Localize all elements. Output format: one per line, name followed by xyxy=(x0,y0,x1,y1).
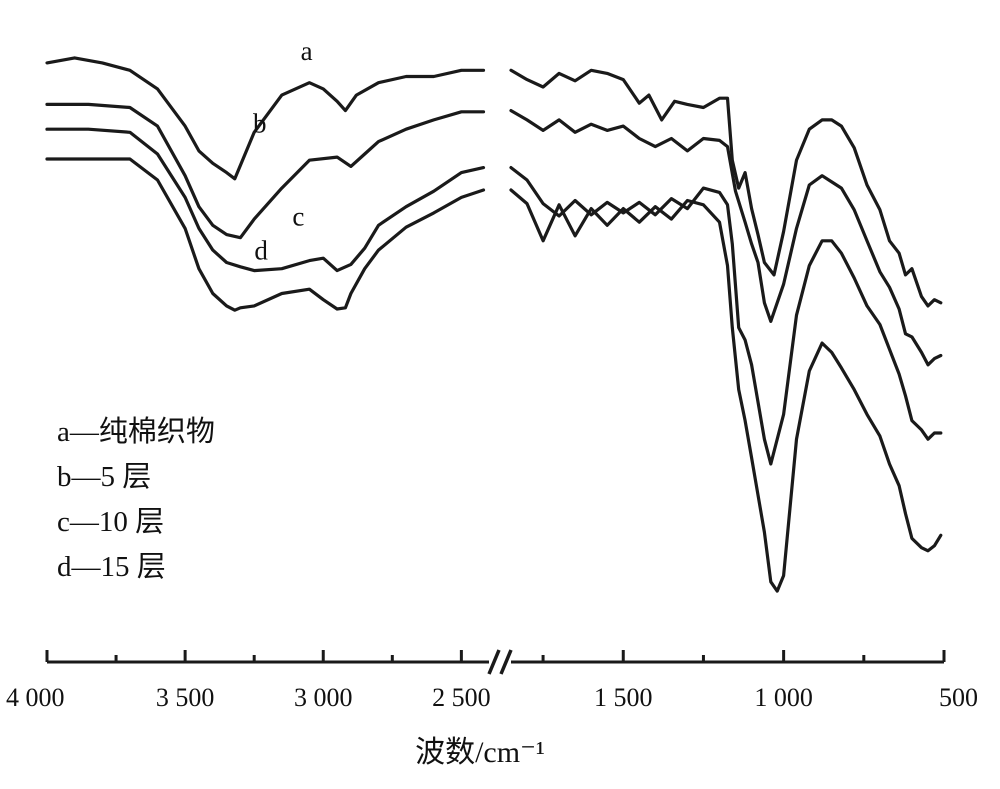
series-d-line-left xyxy=(45,157,486,312)
curves-layer xyxy=(45,56,943,593)
series-b-line-left xyxy=(45,102,486,240)
series-a-label: a xyxy=(301,36,313,66)
series-a-line-left xyxy=(45,56,486,181)
series-c-label: c xyxy=(292,201,304,231)
series-c-line-left xyxy=(45,127,486,273)
x-tick-label: 3 500 xyxy=(156,683,215,712)
series-b-line-right xyxy=(509,109,943,367)
series-a-line-right xyxy=(509,68,943,308)
x-tick-label: 4 000 xyxy=(6,683,65,712)
series-c-line-right xyxy=(509,166,943,466)
x-tick-label: 500 xyxy=(939,683,978,712)
x-axis-title: 波数/cm⁻¹ xyxy=(415,736,545,769)
x-tick-label: 1 000 xyxy=(754,683,813,712)
series-b-label: b xyxy=(253,108,267,138)
x-tick-label: 1 500 xyxy=(594,683,653,712)
series-d-line-right xyxy=(509,188,943,593)
x-tick-label: 2 500 xyxy=(432,683,491,712)
legend: a—纯棉织物 b—5 层 c—10 层 d—15 层 xyxy=(57,415,215,583)
axis-break-mark xyxy=(487,649,513,675)
x-ticks: 4 000 3 500 3 000 2 500 1 500 1 000 500 xyxy=(6,650,978,712)
x-tick-label: 3 000 xyxy=(294,683,353,712)
legend-entry-c: c—10 层 xyxy=(57,506,164,538)
curve-labels-layer: a b cd xyxy=(253,36,313,266)
legend-entry-d: d—15 层 xyxy=(57,551,166,583)
legend-entry-b: b—5 层 xyxy=(57,461,151,493)
legend-entry-a: a—纯棉织物 xyxy=(57,415,215,448)
series-d-label: d xyxy=(254,235,268,265)
x-axis: 4 000 3 500 3 000 2 500 1 500 1 000 500 xyxy=(6,649,978,712)
